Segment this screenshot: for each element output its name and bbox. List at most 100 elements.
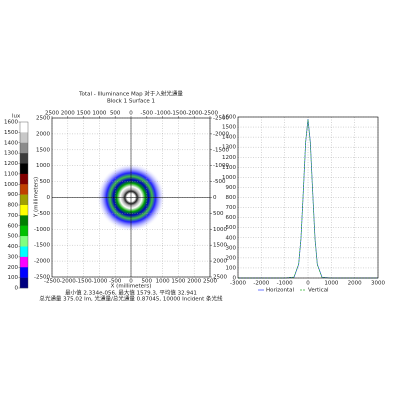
colorbar-tick-label: 1400 — [4, 140, 18, 146]
colorbar-tick-label: 1600 — [4, 120, 18, 126]
colorbar-swatch — [20, 194, 28, 206]
colorbar-tick-label: 1000 — [4, 182, 18, 188]
colorbar-tick-label: 200 — [8, 265, 19, 271]
top-tick-label: 2000 — [61, 111, 75, 117]
x-tick-label: 0 — [129, 279, 133, 285]
x-tick-label: 3000 — [371, 281, 385, 287]
colorbar-swatch — [20, 184, 28, 195]
x-tick-label: -2000 — [253, 281, 269, 287]
right-tick-label: 500 — [213, 211, 224, 217]
colorbar-swatch — [20, 173, 28, 185]
x-tick-label: 2000 — [348, 281, 362, 287]
y-tick-label: -2000 — [34, 259, 50, 265]
y-tick-label: 1500 — [36, 147, 50, 153]
right-tick-label: 0 — [213, 195, 217, 201]
y-tick-label: 800 — [226, 195, 237, 201]
y-tick-label: 1600 — [222, 115, 236, 121]
map-subtitle: Block 1 Surface 1 — [107, 99, 155, 105]
y-tick-label: -1000 — [34, 227, 50, 233]
x-tick-label: -2500 — [44, 279, 60, 285]
plot-frame — [237, 116, 379, 279]
colorbar-tick-label: 900 — [8, 192, 19, 198]
right-tick-label: 1000 — [213, 227, 227, 233]
y-tick-label: 100 — [226, 265, 237, 271]
colorbar-tick-label: 700 — [8, 213, 19, 219]
map-title: Total - Illuminance Map 对于入射光通量 — [78, 90, 183, 98]
y-tick-label: 1200 — [222, 155, 236, 161]
y-tick-label: 500 — [40, 179, 51, 185]
colorbar-swatch — [20, 225, 28, 237]
top-tick-label: 500 — [110, 111, 121, 117]
x-tick-label: 2000 — [187, 279, 201, 285]
top-tick-label: 1000 — [92, 111, 106, 117]
series-line — [238, 119, 378, 279]
top-tick-label: 1500 — [77, 111, 91, 117]
y-tick-label: 400 — [226, 235, 237, 241]
colorbar-tick-label: 400 — [8, 244, 19, 250]
top-tick-label: -2000 — [186, 111, 202, 117]
y-tick-label: 0 — [47, 195, 51, 201]
colorbar-tick-label: 500 — [8, 234, 19, 240]
x-tick-label: 1000 — [156, 279, 170, 285]
colorbar-swatch — [20, 246, 28, 258]
colorbar-swatch — [20, 267, 28, 278]
colorbar-swatch — [20, 236, 28, 247]
x-axis-label: X (millimeters) — [111, 284, 152, 290]
y-tick-label: 700 — [226, 205, 237, 211]
y-tick-label: 600 — [226, 215, 237, 221]
colorbar-swatch — [20, 122, 28, 133]
x-tick-label: 500 — [142, 279, 153, 285]
colorbar-tick-label: 0 — [15, 286, 19, 292]
y-axis-label: Y (millimeters) — [34, 177, 40, 218]
x-tick-label: -500 — [109, 279, 122, 285]
y-tick-label: 1500 — [222, 125, 236, 131]
y-tick-label: 300 — [226, 245, 237, 251]
legend-label: Vertical — [308, 288, 329, 294]
colorbar-label: lux — [12, 114, 21, 120]
y-tick-label: 0 — [233, 276, 237, 282]
x-tick-label: -1000 — [277, 281, 293, 287]
y-tick-label: -2500 — [34, 275, 50, 281]
colorbar-swatch — [20, 163, 28, 175]
colorbar-tick-label: 1200 — [4, 161, 18, 167]
top-tick-label: -500 — [141, 111, 154, 117]
x-tick-label: -1500 — [76, 279, 92, 285]
colorbar-swatch — [20, 256, 28, 268]
x-tick-label: -3000 — [230, 281, 246, 287]
stats-note: 最小值 2.334e-056, 最大值 1579.3, 平均值 32.941 — [65, 289, 197, 297]
x-tick-label: 2500 — [203, 279, 217, 285]
right-tick-label: -500 — [213, 179, 226, 185]
top-tick-label: 0 — [129, 111, 133, 117]
y-tick-label: -500 — [38, 211, 51, 217]
right-tick-label: 2000 — [213, 259, 227, 265]
top-tick-label: 2500 — [45, 111, 59, 117]
colorbar-swatch — [20, 215, 28, 226]
y-tick-label: 1000 — [36, 163, 50, 169]
y-tick-label: 2500 — [36, 116, 50, 122]
y-tick-label: -1500 — [34, 243, 50, 249]
right-tick-label: 1500 — [213, 243, 227, 249]
top-tick-label: -2500 — [202, 111, 218, 117]
colorbar-swatch — [20, 153, 28, 164]
y-tick-label: 1100 — [222, 165, 236, 171]
right-tick-label: 2500 — [213, 275, 227, 281]
colorbar-tick-label: 100 — [8, 275, 19, 281]
colorbar-tick-label: 300 — [8, 254, 19, 260]
colorbar-tick-label: 1100 — [4, 171, 18, 177]
colorbar-swatch — [20, 205, 28, 216]
y-tick-label: 2000 — [36, 131, 50, 137]
x-tick-label: 1000 — [324, 281, 338, 287]
x-tick-label: -2000 — [60, 279, 76, 285]
colorbar-tick-label: 800 — [8, 203, 19, 209]
y-tick-label: 900 — [226, 185, 237, 191]
map-frame — [51, 117, 211, 278]
legend-label: Horizontal — [266, 288, 295, 294]
colorbar-swatch — [20, 277, 28, 289]
y-tick-label: 1300 — [222, 145, 236, 151]
colorbar-swatch — [20, 132, 28, 143]
top-tick-label: -1000 — [155, 111, 171, 117]
y-tick-label: 1000 — [222, 175, 236, 181]
colorbar-swatch — [20, 142, 28, 154]
flux-note: 总光通量 375.02 lm, 光通量/总光通量 0.87045, 10000 … — [39, 295, 223, 303]
